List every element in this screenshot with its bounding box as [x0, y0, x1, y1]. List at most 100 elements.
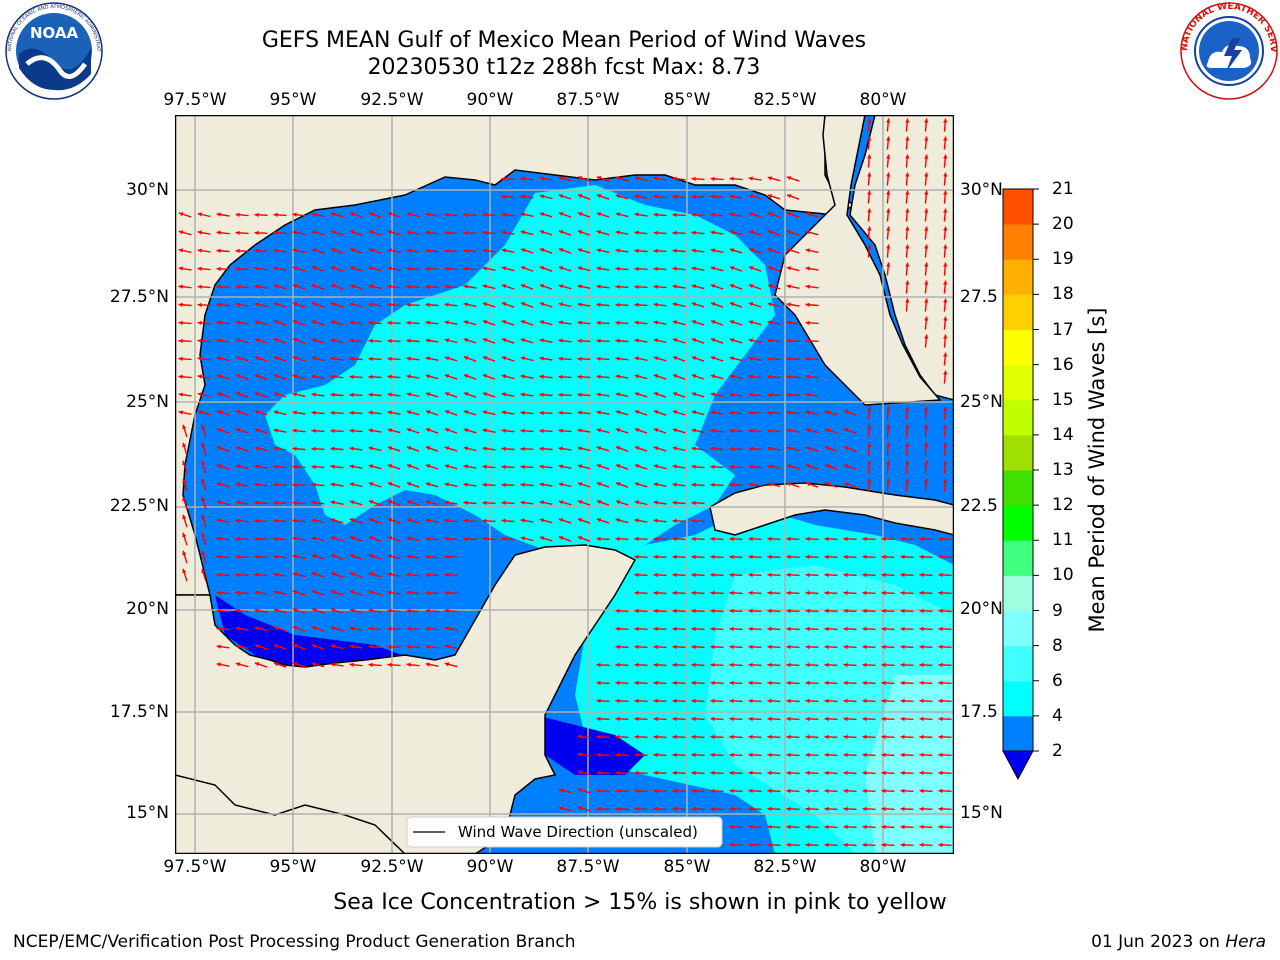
wind-wave-arrow-head	[672, 734, 677, 740]
wind-wave-arrow-head	[235, 410, 241, 415]
wind-wave-arrow-head	[786, 698, 791, 704]
wind-wave-arrow-head	[273, 644, 279, 649]
wind-wave-arrow-head	[767, 374, 772, 379]
wind-wave-arrow-head	[349, 536, 355, 541]
florida-peninsula	[835, 115, 954, 401]
wind-wave-arrow-head	[943, 442, 948, 447]
wind-wave-arrow-head	[254, 248, 259, 253]
wind-wave-arrow-head	[444, 518, 449, 523]
wind-wave-arrow-head	[178, 248, 183, 253]
wind-wave-arrow-head	[463, 392, 469, 397]
wind-wave-arrow-head	[406, 338, 411, 343]
wind-wave-arrow-head	[201, 550, 206, 556]
wind-wave-arrow-head	[729, 428, 734, 433]
wind-wave-arrow-head	[900, 536, 905, 542]
wind-wave-arrow-head	[216, 356, 221, 361]
wind-wave-arrow-head	[729, 176, 734, 181]
wind-wave-arrow-head	[216, 464, 222, 469]
wind-wave-arrow-head	[748, 356, 753, 361]
wind-wave-arrow-head	[577, 536, 583, 541]
wind-wave-arrow-head	[558, 194, 564, 199]
wind-wave-arrow-head	[615, 356, 620, 361]
wind-wave-arrow-head	[235, 338, 241, 343]
wind-wave-arrow-head	[368, 248, 374, 253]
wind-wave-arrow-head	[905, 406, 910, 411]
wind-wave-arrow-head	[349, 428, 354, 433]
wind-wave-arrow-head	[786, 842, 791, 848]
lon-label: 92.5°W	[360, 90, 424, 110]
wind-wave-arrow-head	[311, 212, 316, 217]
wind-wave-arrow-head	[311, 284, 317, 289]
wind-wave-arrow-head	[349, 554, 355, 559]
wind-wave-arrow-head	[634, 518, 639, 523]
wind-wave-arrow-head	[634, 230, 639, 235]
wind-wave-arrow-head	[387, 446, 393, 451]
colorbar-tick-label: 4	[1052, 705, 1063, 726]
wind-wave-arrow-head	[710, 374, 716, 379]
wind-wave-arrow-head	[178, 302, 183, 307]
wind-wave-arrow-head	[843, 644, 848, 650]
wind-wave-arrow-head	[653, 536, 658, 542]
wind-wave-arrow-head	[349, 230, 355, 235]
wind-wave-arrow-head	[867, 406, 872, 411]
wind-wave-arrow-head	[463, 482, 468, 487]
graticule	[175, 115, 954, 854]
wind-wave-arrow-head	[330, 428, 335, 434]
wind-wave-arrow-head	[501, 266, 507, 271]
wind-wave-arrow-head	[900, 662, 905, 668]
wind-wave-arrow-head	[786, 176, 792, 181]
wind-wave-arrow-head	[862, 734, 867, 740]
wind-wave-arrow-head	[672, 590, 677, 596]
wind-wave-arrow-head	[900, 698, 905, 704]
wind-wave-arrow-head	[501, 428, 506, 433]
wind-wave-arrow-head	[653, 806, 658, 812]
wind-wave-arrow-head	[273, 626, 279, 631]
wind-wave-arrow-head	[501, 356, 507, 361]
legend-label: Wind Wave Direction (unscaled)	[458, 823, 698, 841]
wind-wave-arrow-head	[729, 788, 734, 794]
wind-wave-arrow-head	[881, 644, 886, 650]
wind-wave-arrow-head	[710, 734, 715, 740]
wind-wave-arrow-head	[444, 608, 449, 613]
wind-wave-arrow-head	[615, 230, 620, 235]
wind-wave-arrow-head	[729, 212, 734, 217]
wind-wave-arrow-head	[805, 338, 810, 344]
wind-wave-arrow-head	[748, 644, 753, 650]
cuba	[709, 482, 954, 536]
lon-label: 92.5°W	[360, 857, 424, 877]
wind-wave-arrow-head	[368, 482, 374, 487]
wind-wave-arrow-head	[273, 338, 279, 343]
wind-wave-arrow-head	[292, 410, 297, 415]
wind-wave-arrow-head	[729, 626, 734, 632]
wind-wave-arrow-head	[843, 464, 849, 469]
colorbar-segment	[1003, 645, 1033, 682]
wind-wave-arrow-head	[710, 410, 715, 415]
wind-wave-arrow-head	[672, 572, 677, 578]
lon-label: 80°W	[859, 857, 907, 877]
wind-wave-arrow-head	[805, 572, 810, 578]
wind-wave-arrow-head	[615, 644, 620, 650]
wind-wave-arrow-head	[178, 212, 184, 217]
wind-wave-arrow-head	[943, 424, 948, 429]
wind-wave-arrow-head	[577, 284, 582, 289]
wind-wave-arrow-head	[596, 662, 601, 668]
wind-wave-arrow-head	[729, 446, 734, 452]
wind-wave-arrow-head	[691, 302, 697, 307]
wind-wave-arrow-head	[748, 842, 753, 848]
wind-wave-arrow-head	[653, 212, 658, 217]
wind-wave-arrow-head	[886, 190, 891, 195]
map-title: GEFS MEAN Gulf of Mexico Mean Period of …	[261, 28, 867, 53]
wind-wave-arrow-head	[444, 590, 449, 595]
wind-wave-arrow-head	[634, 374, 640, 379]
wind-wave-arrow-head	[216, 482, 222, 487]
colorbar-segment	[1003, 610, 1033, 647]
wind-wave-arrow-head	[919, 626, 924, 632]
wind-wave-arrow-head	[311, 356, 317, 361]
wind-wave-arrow-head	[786, 266, 792, 271]
wind-wave-arrow-head	[672, 302, 677, 307]
wind-wave-arrow-head	[881, 734, 886, 740]
wind-wave-arrow-head	[615, 482, 621, 487]
wind-wave-arrow-head	[900, 734, 905, 740]
wind-wave-arrow-head	[577, 428, 582, 433]
wind-wave-arrow-head	[349, 410, 354, 415]
